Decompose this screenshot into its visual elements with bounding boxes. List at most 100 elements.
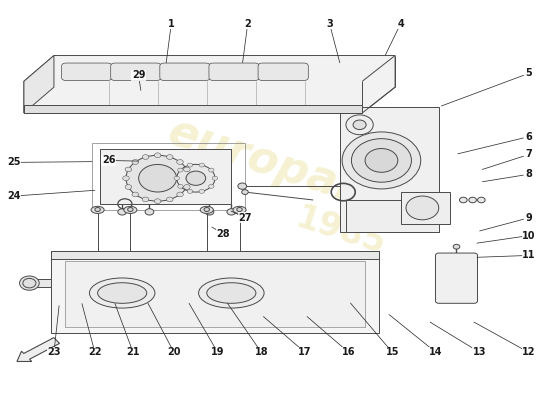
Ellipse shape — [91, 206, 104, 214]
Text: 8: 8 — [525, 169, 532, 179]
Circle shape — [178, 168, 183, 172]
Text: 13: 13 — [473, 347, 486, 357]
Circle shape — [139, 164, 177, 192]
Text: 24: 24 — [7, 191, 21, 201]
Text: 4: 4 — [397, 19, 404, 29]
Ellipse shape — [90, 278, 155, 308]
FancyBboxPatch shape — [111, 63, 161, 80]
Ellipse shape — [207, 283, 256, 303]
Ellipse shape — [124, 206, 137, 214]
Text: 27: 27 — [238, 213, 252, 223]
FancyBboxPatch shape — [436, 253, 477, 303]
Circle shape — [351, 139, 411, 182]
Circle shape — [187, 163, 192, 167]
Circle shape — [204, 208, 210, 212]
Text: 17: 17 — [298, 347, 312, 357]
Polygon shape — [24, 105, 362, 113]
FancyBboxPatch shape — [160, 63, 210, 80]
Text: europarts: europarts — [162, 110, 410, 227]
Circle shape — [187, 190, 192, 193]
Circle shape — [142, 155, 149, 159]
Circle shape — [199, 190, 205, 193]
Text: 9: 9 — [525, 213, 532, 223]
Circle shape — [167, 197, 173, 202]
Ellipse shape — [200, 206, 213, 214]
Circle shape — [186, 171, 206, 185]
Circle shape — [142, 197, 149, 202]
Ellipse shape — [23, 278, 36, 288]
Circle shape — [184, 167, 190, 172]
Circle shape — [125, 167, 131, 172]
Polygon shape — [24, 56, 395, 113]
Circle shape — [132, 192, 139, 197]
Text: 15: 15 — [386, 347, 399, 357]
FancyArrow shape — [17, 338, 59, 362]
Circle shape — [174, 176, 179, 180]
Text: 1985: 1985 — [292, 202, 390, 262]
Polygon shape — [24, 56, 54, 113]
Circle shape — [469, 197, 476, 203]
Polygon shape — [51, 252, 379, 259]
Text: 18: 18 — [255, 347, 268, 357]
Text: 22: 22 — [88, 347, 102, 357]
FancyBboxPatch shape — [258, 63, 309, 80]
Circle shape — [453, 244, 460, 249]
Circle shape — [145, 209, 154, 215]
Circle shape — [178, 184, 183, 188]
Circle shape — [208, 184, 214, 188]
Text: 7: 7 — [525, 150, 532, 160]
Text: 26: 26 — [102, 156, 116, 166]
Text: 2: 2 — [244, 19, 251, 29]
Circle shape — [365, 148, 398, 172]
Text: 3: 3 — [326, 19, 333, 29]
Polygon shape — [340, 107, 439, 232]
Text: 21: 21 — [126, 347, 140, 357]
Text: 19: 19 — [211, 347, 224, 357]
Circle shape — [125, 185, 131, 189]
Polygon shape — [65, 261, 365, 327]
Text: 10: 10 — [522, 231, 536, 241]
Circle shape — [155, 199, 161, 204]
Text: 23: 23 — [47, 347, 60, 357]
Ellipse shape — [199, 278, 264, 308]
Text: 28: 28 — [216, 229, 230, 239]
Circle shape — [167, 155, 173, 159]
Circle shape — [118, 209, 127, 215]
Circle shape — [95, 208, 100, 212]
Circle shape — [132, 160, 139, 164]
Circle shape — [477, 197, 485, 203]
Circle shape — [238, 183, 246, 189]
FancyBboxPatch shape — [62, 63, 112, 80]
Ellipse shape — [97, 283, 147, 303]
Polygon shape — [100, 148, 232, 204]
Text: 25: 25 — [7, 157, 21, 167]
Polygon shape — [51, 252, 379, 333]
Circle shape — [126, 155, 189, 201]
Circle shape — [346, 115, 373, 135]
Circle shape — [227, 209, 236, 215]
Circle shape — [186, 176, 192, 181]
Circle shape — [353, 120, 366, 130]
Text: 11: 11 — [522, 250, 536, 260]
Circle shape — [155, 153, 161, 158]
Circle shape — [199, 163, 205, 167]
Circle shape — [184, 185, 190, 189]
Circle shape — [406, 196, 439, 220]
Text: 1: 1 — [168, 19, 175, 29]
Text: 14: 14 — [429, 347, 443, 357]
Circle shape — [342, 132, 421, 189]
Polygon shape — [346, 200, 439, 232]
Circle shape — [237, 208, 242, 212]
Polygon shape — [29, 279, 51, 287]
Circle shape — [128, 208, 133, 212]
Circle shape — [208, 168, 214, 172]
Text: 6: 6 — [525, 132, 532, 142]
Text: 29: 29 — [132, 70, 145, 80]
Circle shape — [177, 160, 183, 164]
FancyBboxPatch shape — [209, 63, 259, 80]
Circle shape — [241, 190, 248, 194]
Circle shape — [212, 176, 218, 180]
Ellipse shape — [233, 206, 246, 214]
Text: 12: 12 — [522, 347, 536, 357]
Text: 5: 5 — [525, 68, 532, 78]
